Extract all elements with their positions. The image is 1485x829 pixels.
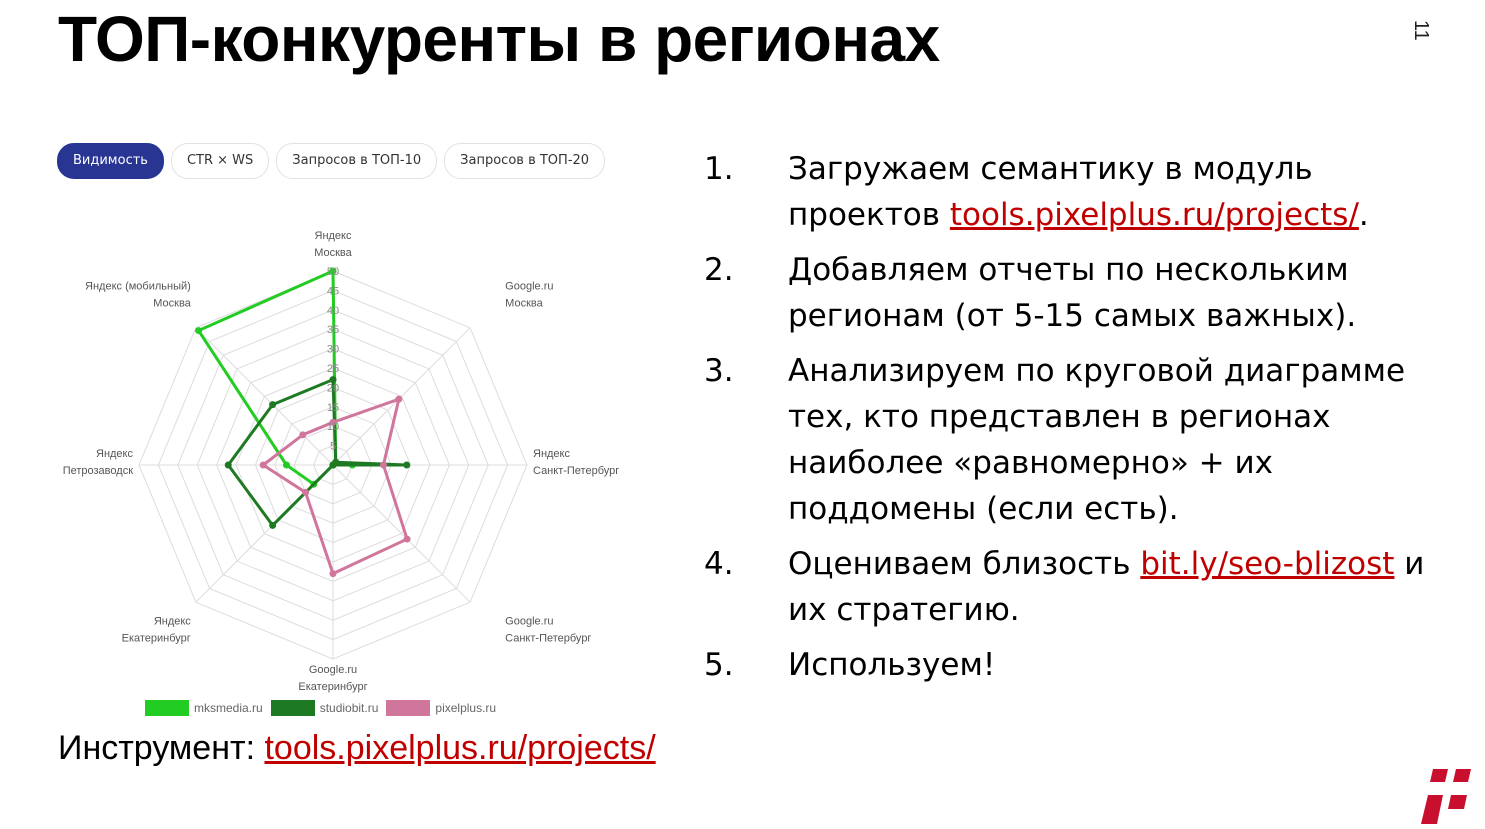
axis-label: Москва	[505, 298, 543, 310]
step-text: Добавляем отчеты по нескольким регионам …	[788, 247, 1464, 339]
axis-label: Екатеринбург	[122, 632, 191, 644]
step-item: 3. Анализируем по круговой диаграмме тех,…	[704, 348, 1464, 532]
tab-visibility[interactable]: Видимость	[57, 143, 164, 179]
axis-label: Яндекс	[96, 448, 133, 460]
legend-label: mksmedia.ru	[194, 701, 263, 715]
axis-label: Google.ru	[309, 664, 357, 676]
tick-label: 30	[327, 344, 339, 356]
data-point	[282, 461, 290, 469]
data-point	[379, 461, 387, 469]
step-text-part: .	[1358, 197, 1369, 233]
tick-label: 5	[330, 441, 336, 453]
step-item: 1. Загружаем семантику в модуль проектов …	[704, 146, 1464, 238]
axis-label: Яндекс	[533, 448, 570, 460]
data-point	[195, 327, 203, 335]
metric-tabs: Видимость CTR × WS Запросов в ТОП-10 Зап…	[57, 143, 606, 179]
data-point	[329, 376, 337, 384]
data-point	[403, 535, 411, 543]
axis-label: Петрозаводск	[63, 465, 133, 477]
axis-label: Яндекс	[315, 230, 352, 242]
step-text-part: Оцениваем близость	[788, 546, 1141, 582]
tick-label: 50	[327, 266, 339, 278]
data-point	[329, 267, 337, 275]
step-text: Используем!	[788, 642, 995, 688]
legend-swatch	[145, 700, 189, 716]
legend-swatch	[386, 700, 431, 716]
data-point	[329, 570, 337, 578]
axis-label: Google.ru	[505, 615, 553, 627]
step-text: Анализируем по круговой диаграмме тех, к…	[788, 348, 1464, 532]
step-item: 2. Добавляем отчеты по нескольким региона…	[704, 247, 1464, 339]
tick-label: 20	[327, 382, 339, 394]
tick-label: 10	[327, 421, 339, 433]
axis-label: Москва	[314, 247, 352, 259]
tab-ctr-ws[interactable]: CTR × WS	[170, 143, 270, 179]
data-point	[403, 461, 411, 469]
tick-label: 25	[327, 363, 339, 375]
legend-item-studiobit[interactable]: studiobit.ru	[270, 700, 379, 716]
axis-line	[195, 327, 334, 466]
tab-top20[interactable]: Запросов в ТОП-20	[444, 143, 606, 179]
step-number: 5.	[704, 647, 734, 683]
page-number: 11	[1410, 20, 1432, 41]
axis-label: Google.ru	[505, 281, 553, 293]
data-point	[299, 431, 307, 439]
tick-label: 15	[327, 402, 339, 414]
step-number: 3.	[704, 353, 734, 389]
step-text: Оцениваем близость bit.ly/seo-blizost и …	[788, 541, 1464, 633]
tab-top10[interactable]: Запросов в ТОП-10	[276, 143, 438, 179]
step-link[interactable]: tools.pixelplus.ru/projects/	[949, 197, 1359, 233]
legend-label: studiobit.ru	[319, 701, 379, 715]
axis-label: Санкт-Петербург	[533, 465, 619, 477]
step-item: 5. Используем!	[704, 642, 1464, 688]
series-line-studiobit.ru	[226, 378, 409, 527]
axis-label: Яндекс (мобильный)	[85, 281, 191, 293]
data-point	[224, 461, 232, 469]
page-title: ТОП-конкуренты в регионах	[58, 3, 940, 75]
pixelplus-logo	[1421, 769, 1471, 824]
tool-link[interactable]: tools.pixelplus.ru/projects/	[264, 729, 656, 767]
tool-label: Инструмент:	[58, 729, 265, 767]
legend-swatch	[270, 700, 315, 716]
step-item: 4. Оцениваем близость bit.ly/seo-blizost …	[704, 541, 1464, 633]
chart-legend: mksmedia.ru studiobit.ru pixelplus.ru	[145, 700, 496, 716]
legend-item-pixelplus[interactable]: pixelplus.ru	[386, 700, 496, 716]
step-text-part: Добавляем отчеты по нескольким регионам …	[788, 252, 1357, 334]
step-text-part: Загружаем семантику в модуль проектов	[788, 151, 1313, 233]
data-point	[269, 521, 277, 529]
legend-item-mksmedia[interactable]: mksmedia.ru	[145, 700, 263, 716]
steps-list: 1. Загружаем семантику в модуль проектов …	[704, 146, 1464, 697]
data-point	[302, 488, 310, 496]
step-text-part: Используем!	[788, 647, 996, 683]
step-text-part: Анализируем по круговой диаграмме тех, к…	[788, 353, 1406, 527]
step-number: 1.	[704, 151, 734, 187]
axis-line	[332, 464, 471, 603]
data-point	[329, 461, 337, 469]
step-number: 4.	[704, 546, 734, 582]
tick-label: 35	[327, 324, 339, 336]
tick-label: 40	[327, 305, 339, 317]
axis-label: Москва	[153, 298, 191, 310]
step-text: Загружаем семантику в модуль проектов to…	[788, 146, 1464, 238]
data-point	[259, 461, 267, 469]
axis-label: Яндекс	[154, 615, 191, 627]
tick-label: 45	[327, 285, 339, 297]
radar-chart: Яндекс Москва Google.ru Москва Яндекс Санкт-П…	[63, 230, 620, 693]
step-link[interactable]: bit.ly/seo-blizost	[1140, 546, 1395, 582]
axis-line	[332, 327, 471, 466]
step-text-part: и их стратегию.	[788, 546, 1425, 628]
data-point	[269, 401, 277, 409]
legend-label: pixelplus.ru	[435, 701, 497, 715]
data-point	[329, 418, 337, 426]
data-point	[395, 395, 403, 403]
step-number: 2.	[704, 252, 734, 288]
tool-line: Инструмент: tools.pixelplus.ru/projects/	[58, 728, 656, 768]
axis-label: Екатеринбург	[298, 681, 367, 693]
axis-label: Санкт-Петербург	[505, 632, 591, 644]
